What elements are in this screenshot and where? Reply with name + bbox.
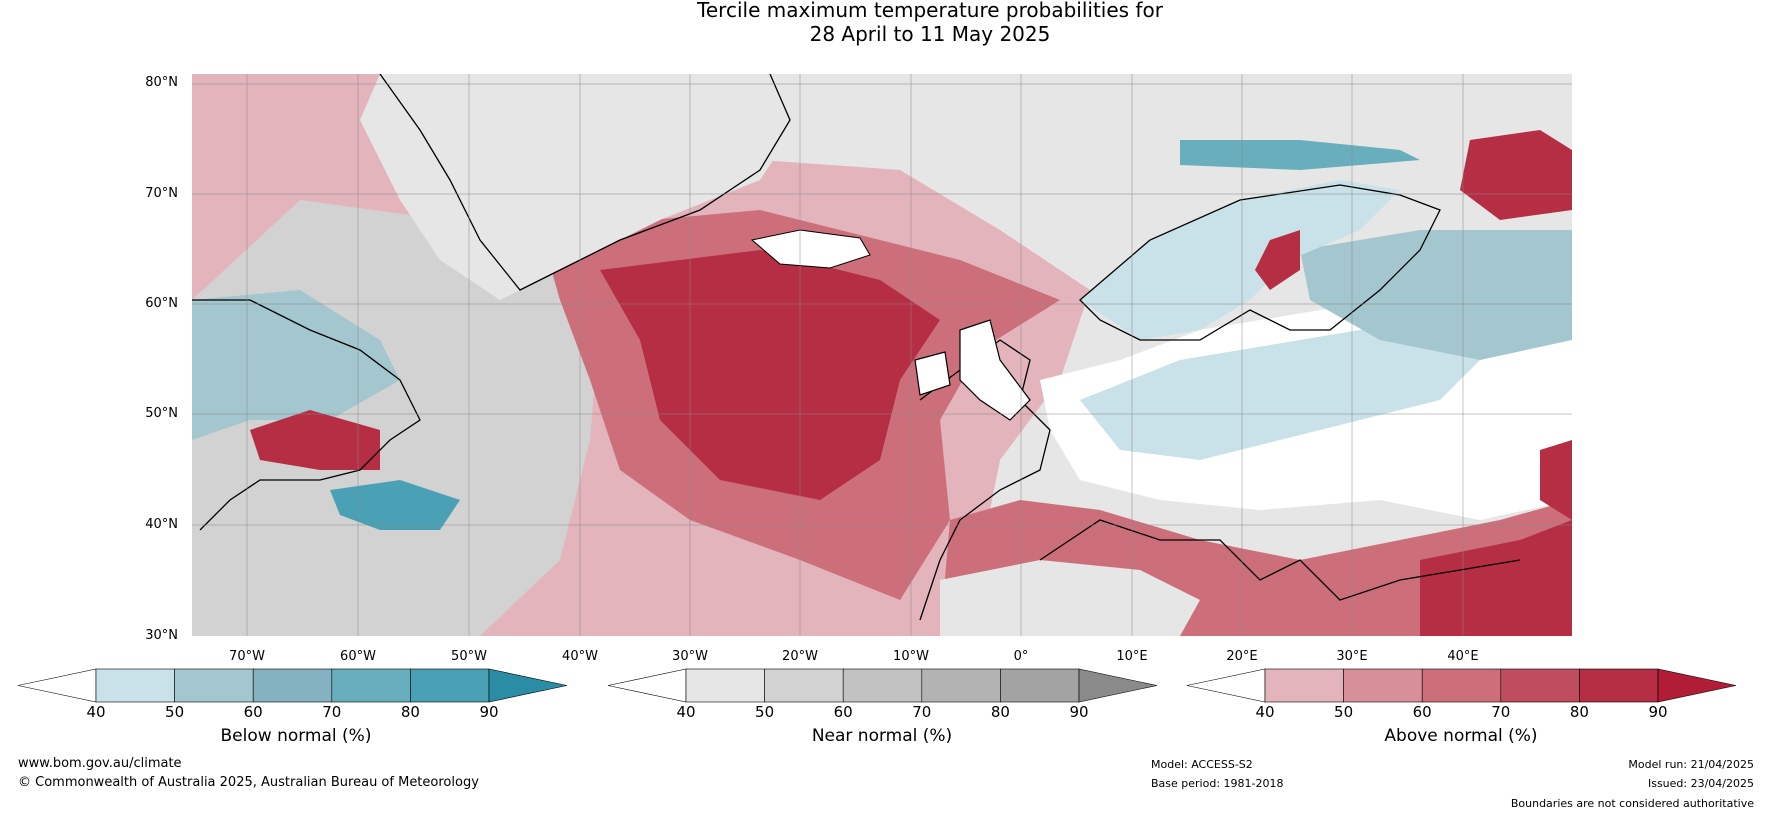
region-canada-blue <box>192 290 400 440</box>
colorbar-near-tick: 80 <box>990 703 1010 721</box>
lon-label: 30°E <box>1336 649 1368 664</box>
lat-label: 60°N <box>145 296 178 311</box>
copyright: © Commonwealth of Australia 2025, Austra… <box>18 775 479 790</box>
colorbar-above-tick: 80 <box>1569 703 1589 721</box>
region-ne-us-blue <box>330 480 460 530</box>
lon-label: 20°E <box>1226 649 1258 664</box>
region-arctic-blue <box>1180 140 1420 170</box>
region-atlantic-core <box>600 250 940 500</box>
colorbar-below-tick: 90 <box>479 703 499 721</box>
colorbar-near-tick: 60 <box>833 703 853 721</box>
colorbar-above-segment <box>1421 668 1502 703</box>
chart-title: Tercile maximum temperature probabilitie… <box>0 0 1770 46</box>
graticule <box>192 74 1572 636</box>
colorbar-below-segment <box>252 668 333 703</box>
region-mideast-red <box>1420 520 1572 636</box>
colorbar-below-segment <box>331 668 411 703</box>
lon-label: 40°E <box>1447 649 1479 664</box>
lon-label: 0° <box>1013 649 1029 664</box>
region-barents-red <box>1460 130 1572 220</box>
colorbar-near-tick: 70 <box>912 703 932 721</box>
colorbar-above-label: Above normal (%) <box>1384 726 1538 746</box>
colorbar-near-segment <box>1000 668 1080 703</box>
region-scandinavia <box>1080 180 1400 340</box>
colorbar-below-segment <box>174 668 254 703</box>
colorbar-below-tick: 80 <box>400 703 420 721</box>
lon-label: 20°W <box>782 649 818 664</box>
lat-label: 30°N <box>145 628 178 643</box>
lon-label: 40°W <box>562 649 598 664</box>
lon-label: 70°W <box>229 649 265 664</box>
colorbar-above-tick: 50 <box>1334 703 1354 721</box>
colorbar-near-segment <box>685 668 765 703</box>
region-caspian-red <box>1540 440 1572 520</box>
region-europe-blue <box>1080 320 1500 460</box>
colorbars <box>17 668 1737 703</box>
colorbar-near-tick: 40 <box>676 703 696 721</box>
colorbar-above-tick: 60 <box>1412 703 1432 721</box>
colorbar-above-tick: 70 <box>1491 703 1511 721</box>
coastline-uk <box>959 319 1031 421</box>
map-layer <box>192 74 1572 636</box>
region-sweden-red <box>1255 230 1300 290</box>
colorbar-near-tick: 50 <box>755 703 775 721</box>
colorbar-below-extend-high <box>488 668 568 703</box>
lon-label: 10°W <box>893 649 929 664</box>
colorbar-above-extend-low <box>1186 668 1266 703</box>
colorbar-near-segment <box>842 668 923 703</box>
coastline-canada <box>192 299 421 531</box>
lon-label: 10°E <box>1116 649 1148 664</box>
colorbar-below-tick: 70 <box>322 703 342 721</box>
colorbar-below-segment <box>95 668 175 703</box>
colorbar-near-segment <box>921 668 1001 703</box>
coastline-mediterranean <box>1039 519 1521 601</box>
lon-label: 60°W <box>340 649 376 664</box>
colorbar-near-tick: 90 <box>1069 703 1089 721</box>
coastline-greenland <box>379 74 791 291</box>
colorbar-above-segment <box>1264 668 1344 703</box>
coastline-scandinavia <box>1079 184 1441 341</box>
colorbar-below-tick: 40 <box>86 703 106 721</box>
colorbar-near-label: Near normal (%) <box>811 726 953 746</box>
coastline-ireland <box>914 351 951 396</box>
lat-label: 50°N <box>145 406 178 421</box>
colorbar-below-tick: 50 <box>165 703 185 721</box>
colorbar-near-extend-low <box>607 668 687 703</box>
region-north-africa <box>940 560 1200 636</box>
colorbar-near-extend-high <box>1078 668 1158 703</box>
colorbar-above-tick: 90 <box>1648 703 1668 721</box>
colorbar-below-segment <box>410 668 490 703</box>
colorbar-near-segment <box>764 668 844 703</box>
title-line1: Tercile maximum temperature probabilitie… <box>697 0 1163 22</box>
lat-label: 70°N <box>145 186 178 201</box>
issued-date: Issued: 23/04/2025 <box>1647 777 1754 790</box>
colorbar-above-segment <box>1343 668 1423 703</box>
model-run: Model run: 21/04/2025 <box>1628 758 1754 771</box>
disclaimer: Boundaries are not considered authoritat… <box>1510 797 1754 810</box>
title-line2: 28 April to 11 May 2025 <box>809 22 1051 46</box>
colorbar-above-segment <box>1500 668 1580 703</box>
region-russia-blue <box>1300 230 1572 360</box>
colorbar-above-tick: 40 <box>1255 703 1275 721</box>
colorbar-above-segment <box>1579 668 1659 703</box>
model-name: Model: ACCESS-S2 <box>1151 758 1253 771</box>
colorbar-below-label: Below normal (%) <box>220 726 372 746</box>
region-quebec-red <box>250 410 380 470</box>
lon-label: 30°W <box>672 649 708 664</box>
colorbar-above-extend-high <box>1657 668 1737 703</box>
lat-label: 40°N <box>145 517 178 532</box>
lon-label: 50°W <box>451 649 487 664</box>
colorbar-below-extend-low <box>17 668 97 703</box>
website-link[interactable]: www.bom.gov.au/climate <box>18 756 182 771</box>
base-period: Base period: 1981-2018 <box>1151 777 1284 790</box>
colorbar-below-tick: 60 <box>243 703 263 721</box>
lat-label: 80°N <box>145 75 178 90</box>
